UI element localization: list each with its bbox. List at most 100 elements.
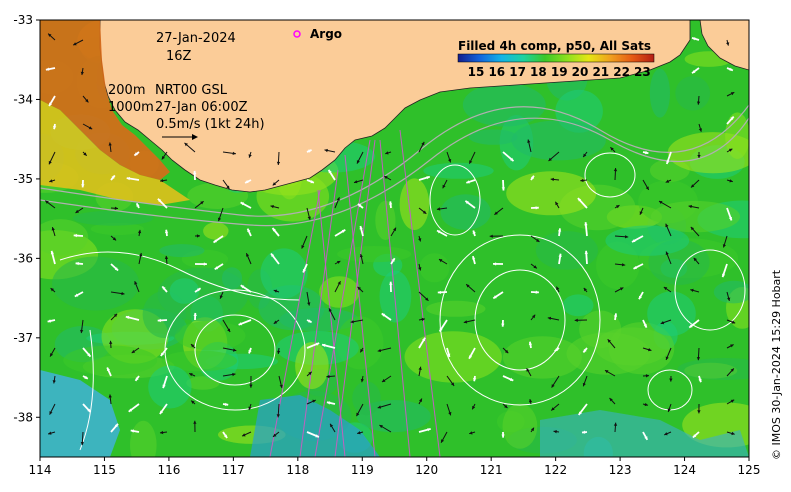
current-arrow-head xyxy=(421,317,425,322)
current-arrow-head xyxy=(227,328,231,332)
sst-patch xyxy=(426,300,486,317)
x-tick-label: 123 xyxy=(609,463,632,477)
sst-patch xyxy=(566,332,651,375)
current-arrow-head xyxy=(696,101,701,105)
current-arrow-head xyxy=(697,410,701,414)
hour-label: 16Z xyxy=(166,49,192,64)
warm-coastal-water-2 xyxy=(40,100,190,205)
current-arrow-head xyxy=(277,350,281,354)
current-arrow-head xyxy=(644,402,648,407)
current-arrow-head xyxy=(308,149,312,153)
x-tick-label: 116 xyxy=(157,463,180,477)
current-arrow-head xyxy=(162,286,166,290)
sst-patch xyxy=(535,231,599,270)
current-arrow-head xyxy=(80,329,84,334)
current-arrow-head xyxy=(493,295,497,299)
current-arrow-head xyxy=(645,150,649,155)
current-arrow-head xyxy=(224,402,229,406)
current-arrow-head xyxy=(164,255,169,260)
current-arrow-head xyxy=(584,250,588,254)
current-arrow-head xyxy=(197,288,201,292)
current-arrow-head xyxy=(273,433,277,437)
current-arrow-head xyxy=(469,160,473,164)
current-arrow-head xyxy=(134,152,138,156)
current-arrow-head xyxy=(551,384,555,388)
current-arrow-head xyxy=(224,434,228,438)
current-arrow-head xyxy=(557,228,562,232)
current-arrow-head xyxy=(439,328,443,332)
current-arrow-head xyxy=(577,198,582,202)
current-arrow-head xyxy=(83,152,87,156)
current-arrow-head xyxy=(87,353,91,357)
current-arrow-head xyxy=(48,160,52,165)
current-arrow-head xyxy=(619,287,624,291)
current-arrow-head xyxy=(137,229,142,234)
current-arrow-head xyxy=(219,295,223,299)
current-arrow-head xyxy=(730,344,734,348)
current-arrow-head xyxy=(578,411,582,415)
current-arrow-head xyxy=(126,176,130,181)
cool-water-s xyxy=(250,395,380,457)
current-arrow-head xyxy=(441,439,445,443)
sst-patch xyxy=(506,171,597,216)
current-arrow-head xyxy=(692,70,696,74)
colorbar-tick-label: 15 xyxy=(468,65,485,79)
current-arrow-head xyxy=(240,202,245,206)
current-arrow-head xyxy=(419,398,422,402)
current-arrow-head xyxy=(125,315,130,320)
current-arrow-head xyxy=(489,234,493,238)
current-arrow-head xyxy=(667,408,671,412)
current-arrow-head xyxy=(666,160,670,164)
sst-patch xyxy=(725,112,749,159)
current-arrow-head xyxy=(509,377,514,381)
x-tick-label: 114 xyxy=(29,463,52,477)
y-tick-label: -36 xyxy=(13,251,33,265)
current-arrow-head xyxy=(113,313,118,318)
current-arrow-head xyxy=(356,160,360,164)
current-arrow-head xyxy=(359,226,363,230)
current-arrow-head xyxy=(73,233,77,238)
current-arrow-head xyxy=(501,434,505,438)
current-arrow-head xyxy=(437,230,441,234)
current-arrow-head xyxy=(270,205,274,209)
current-arrow-head xyxy=(301,245,305,249)
colorbar-tick-label: 22 xyxy=(613,65,630,79)
current-arrow-head xyxy=(279,384,283,388)
current-arrow-head xyxy=(213,239,217,243)
source-time-label: 27-Jan 06:00Z xyxy=(155,100,248,115)
current-arrow-head xyxy=(377,348,382,353)
current-arrow-head xyxy=(193,312,197,316)
current-arrow-head xyxy=(50,353,54,357)
current-arrow-head xyxy=(535,206,539,210)
scale-arrow-icon xyxy=(162,134,198,140)
current-arrow-head xyxy=(728,216,732,221)
current-arrow-head xyxy=(191,344,195,348)
current-arrow-head xyxy=(384,176,388,180)
current-arrow-head xyxy=(643,324,647,328)
sst-patch xyxy=(419,253,450,283)
current-arrow-head xyxy=(472,230,476,234)
current-arrow-head xyxy=(580,178,584,183)
sst-patch xyxy=(462,83,546,127)
current-arrow-head xyxy=(302,269,306,273)
current-arrow-head xyxy=(551,407,555,411)
current-arrow-head xyxy=(639,295,642,300)
current-arrow-head xyxy=(45,200,49,204)
current-arrow-head xyxy=(645,186,649,190)
current-arrow-head xyxy=(447,353,451,357)
current-arrow-head xyxy=(426,176,430,180)
warm-coastal-water xyxy=(40,20,170,180)
y-tick-label: -33 xyxy=(13,13,33,27)
current-arrow-head xyxy=(232,151,236,155)
current-arrow-head xyxy=(74,293,79,297)
current-arrow-head xyxy=(232,372,236,377)
current-arrow-head xyxy=(692,434,697,438)
current-arrow-head xyxy=(574,318,578,322)
current-arrow-head xyxy=(421,141,425,146)
current-arrow-head xyxy=(50,250,54,255)
date-label: 27-Jan-2024 xyxy=(156,31,236,46)
current-arrow-head xyxy=(609,398,613,402)
current-arrow-head xyxy=(272,228,276,232)
current-arrow-head xyxy=(418,238,422,242)
